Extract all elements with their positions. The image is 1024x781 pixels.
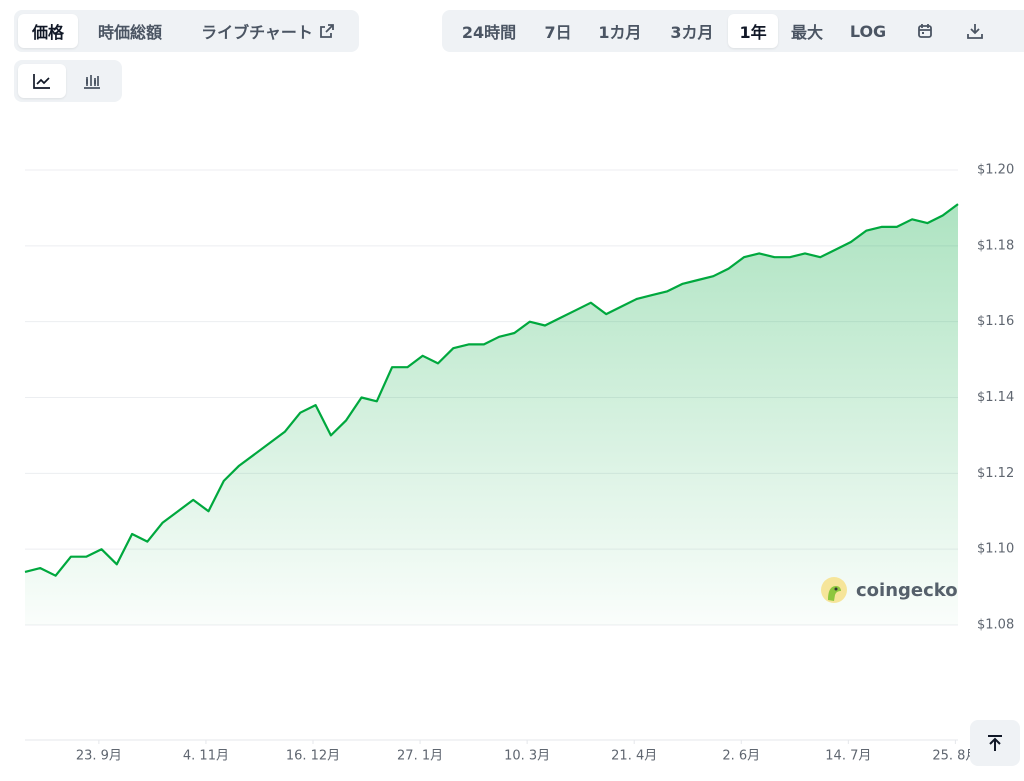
calendar-button[interactable] (900, 14, 950, 48)
price-line (24, 203, 959, 577)
x-tick-label: 2. 6月 (722, 749, 760, 764)
range[interactable]: 1年 (728, 14, 778, 48)
range[interactable]: 1カ月 (598, 23, 642, 42)
candle-chart-button[interactable] (66, 64, 118, 98)
watermark-text: coingecko (856, 579, 958, 601)
chart-kind-tabs (14, 60, 122, 102)
y-tick-label: $1.18 (977, 238, 1014, 253)
y-tick-label: $1.12 (977, 466, 1014, 481)
tab[interactable]: 価格 (18, 14, 78, 48)
view-tabs: 価格 時価総額 ライブチャート (14, 10, 359, 52)
line-icon (33, 74, 50, 89)
tab[interactable]: 時価総額 (97, 23, 162, 42)
y-tick-label: $1.16 (977, 314, 1014, 329)
area-fill (25, 204, 958, 625)
range[interactable]: 7日 (544, 23, 572, 42)
range-tabs: 24時間 7日 1カ月 3カ月 1年 最大 LOG (442, 10, 1024, 52)
download-icon (967, 24, 983, 39)
y-tick-label: $1.10 (977, 542, 1014, 557)
line-chart-button[interactable] (18, 64, 66, 98)
y-tick-label: $1.14 (977, 390, 1014, 405)
tab-label: ライブチャート (201, 23, 313, 42)
calendar-icon (918, 24, 932, 38)
download-button[interactable] (950, 14, 1000, 48)
x-tick-label: 4. 11月 (183, 749, 229, 764)
scroll-top-button[interactable] (970, 720, 1020, 766)
x-tick-label: 27. 1月 (397, 749, 443, 764)
x-tick-label: 16. 12月 (286, 749, 340, 764)
x-tick-label: 10. 3月 (504, 749, 550, 764)
gecko-logo (821, 577, 847, 603)
candle-icon (84, 75, 100, 89)
x-tick-label: 21. 4月 (611, 749, 657, 764)
y-tick-label: $1.20 (977, 163, 1014, 178)
scroll-top-icon (988, 735, 1002, 751)
external-link-icon (320, 24, 334, 38)
range[interactable]: 3カ月 (670, 23, 714, 42)
x-tick-label: 23. 9月 (76, 749, 122, 764)
range[interactable]: 最大 (791, 23, 824, 42)
tab-live[interactable]: ライブチャート (182, 14, 354, 48)
range[interactable]: 24時間 (461, 23, 517, 42)
range[interactable]: LOG (849, 21, 887, 41)
x-tick-label: 14. 7月 (825, 749, 871, 764)
watermark: coingecko (820, 576, 958, 604)
x-tick-label: 25. 8月 (932, 749, 978, 764)
y-tick-label: $1.08 (977, 618, 1014, 633)
